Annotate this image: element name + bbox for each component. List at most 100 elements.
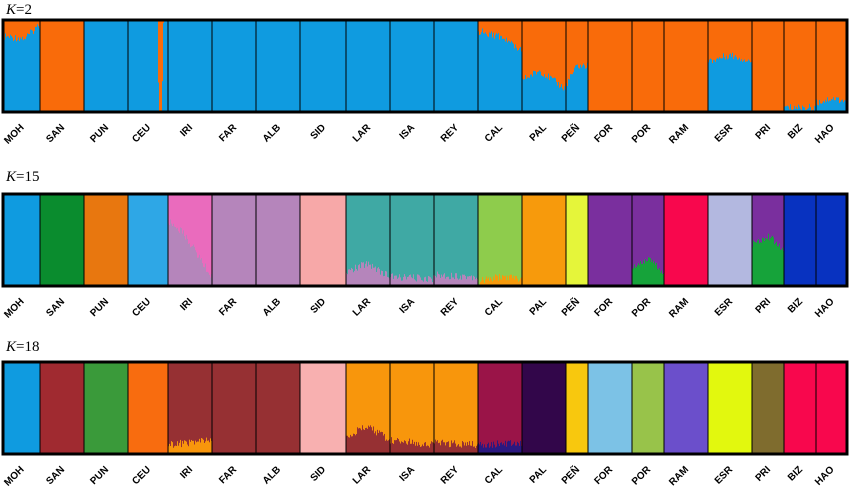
individual-admixture-bar	[497, 275, 498, 286]
population-bar-fill	[300, 362, 346, 454]
individual-admixture-bar	[173, 447, 174, 454]
k-symbol: K	[5, 339, 17, 355]
individual-admixture-bar	[832, 99, 833, 112]
individual-admixture-bar	[722, 58, 723, 112]
panel-k15: K=15 MOH SAN PUN CEU IRI FAR ALB SID LAR ISA REY CA…	[1, 169, 849, 321]
individual-admixture-bar	[419, 444, 420, 454]
population-bar-fill	[752, 362, 784, 454]
individual-admixture-bar	[351, 267, 352, 286]
individual-admixture-bar	[819, 99, 820, 112]
population-bar-fill	[40, 20, 84, 112]
individual-admixture-bar	[533, 70, 534, 112]
population-bar-fill	[784, 194, 816, 286]
population-bar-esr	[708, 362, 752, 454]
individual-admixture-bar	[405, 276, 406, 286]
individual-admixture-bar	[716, 58, 717, 112]
population-label: PAL	[528, 464, 549, 485]
individual-admixture-bar	[396, 275, 397, 286]
population-label: PEÑ	[558, 463, 582, 487]
individual-admixture-bar	[639, 265, 640, 286]
individual-admixture-bar	[195, 250, 196, 286]
population-bar-fill	[212, 20, 256, 112]
individual-admixture-bar	[739, 57, 740, 112]
individual-admixture-bar	[489, 20, 490, 33]
individual-admixture-bar	[456, 446, 457, 454]
individual-admixture-bar	[717, 57, 718, 112]
individual-admixture-bar	[196, 442, 197, 454]
individual-admixture-bar	[482, 277, 483, 286]
population-label: ESR	[713, 464, 736, 487]
individual-admixture-bar	[16, 20, 17, 42]
individual-admixture-bar	[495, 274, 496, 286]
individual-admixture-bar	[500, 442, 501, 454]
individual-admixture-bar	[181, 447, 182, 454]
population-bar-cal	[478, 194, 522, 286]
individual-admixture-bar	[727, 59, 728, 112]
population-bar-fill	[256, 20, 300, 112]
individual-admixture-bar	[191, 246, 192, 286]
individual-admixture-bar	[373, 426, 374, 454]
individual-admixture-bar	[377, 268, 378, 286]
individual-admixture-bar	[437, 271, 438, 286]
individual-admixture-bar	[385, 270, 386, 286]
individual-admixture-bar	[443, 274, 444, 286]
individual-admixture-bar	[469, 441, 470, 454]
population-bar-peñ	[566, 362, 588, 454]
individual-admixture-bar	[481, 20, 482, 33]
individual-admixture-bar	[369, 264, 370, 286]
individual-admixture-bar	[542, 75, 543, 112]
individual-admixture-bar	[440, 445, 441, 454]
population-bar-fill	[3, 194, 40, 286]
individual-admixture-bar	[472, 280, 473, 286]
individual-admixture-bar	[209, 274, 210, 286]
individual-admixture-bar	[721, 58, 722, 112]
individual-admixture-bar	[366, 427, 367, 454]
individual-admixture-bar	[745, 61, 746, 112]
individual-admixture-bar	[540, 71, 541, 112]
individual-admixture-bar	[829, 100, 830, 112]
individual-admixture-bar	[498, 280, 499, 286]
population-bar-fill	[212, 194, 256, 286]
individual-admixture-bar	[177, 441, 178, 454]
individual-admixture-bar	[499, 445, 500, 454]
individual-admixture-bar	[515, 445, 516, 454]
population-bar-alb	[256, 20, 300, 112]
individual-admixture-bar	[420, 277, 421, 286]
individual-admixture-bar	[803, 106, 804, 112]
individual-admixture-bar	[384, 275, 385, 286]
individual-admixture-bar	[455, 443, 456, 454]
individual-admixture-bar	[417, 274, 418, 286]
individual-admixture-bar	[449, 279, 450, 286]
individual-admixture-bar	[400, 277, 401, 286]
population-bar-fill	[664, 20, 708, 112]
population-bar-pun	[84, 194, 128, 286]
individual-admixture-bar	[428, 275, 429, 286]
individual-admixture-bar	[578, 67, 579, 112]
individual-admixture-bar	[510, 440, 511, 454]
individual-admixture-bar	[161, 20, 162, 112]
individual-admixture-bar	[523, 79, 524, 112]
individual-admixture-bar	[482, 443, 483, 454]
individual-admixture-bar	[463, 274, 464, 286]
population-label: ALB	[261, 296, 283, 318]
individual-admixture-bar	[159, 20, 160, 112]
individual-admixture-bar	[488, 277, 489, 286]
individual-admixture-bar	[363, 429, 364, 454]
individual-admixture-bar	[649, 257, 650, 286]
individual-admixture-bar	[516, 445, 517, 454]
individual-admixture-bar	[787, 105, 788, 112]
individual-admixture-bar	[358, 428, 359, 454]
individual-admixture-bar	[507, 275, 508, 286]
individual-admixture-bar	[762, 237, 763, 286]
individual-admixture-bar	[188, 243, 189, 286]
individual-admixture-bar	[405, 441, 406, 454]
population-bar-fill	[522, 194, 566, 286]
individual-admixture-bar	[203, 266, 204, 286]
individual-admixture-bar	[572, 74, 573, 112]
individual-admixture-bar	[169, 443, 170, 454]
individual-admixture-bar	[807, 108, 808, 112]
individual-admixture-bar	[726, 55, 727, 112]
individual-admixture-bar	[498, 20, 499, 33]
individual-admixture-bar	[718, 58, 719, 112]
individual-admixture-bar	[210, 277, 211, 286]
